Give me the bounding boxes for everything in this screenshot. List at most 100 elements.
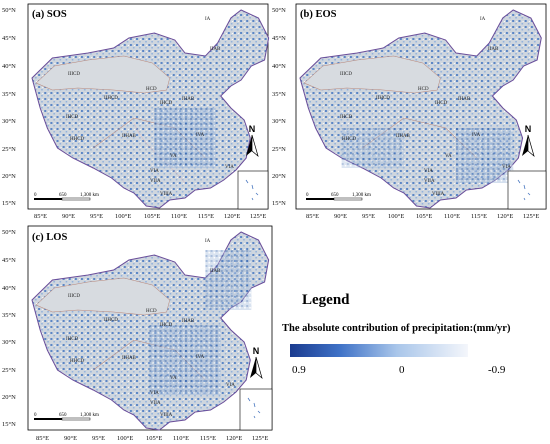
svg-text:110°E: 110°E	[173, 435, 189, 442]
svg-text:IHCD: IHCD	[66, 337, 79, 342]
svg-text:90°E: 90°E	[64, 435, 77, 442]
panel-c-regions: IA IIAB IIICD HCD IIHCD IHCD IHAB IHCD H…	[66, 239, 235, 418]
panel-b-lon-labels: 85°E 90°E 95°E 100°E 105°E 110°E 115°E 1…	[306, 213, 539, 220]
svg-text:1,300 km: 1,300 km	[352, 193, 371, 198]
svg-text:IIAB: IIAB	[210, 269, 221, 274]
svg-text:95°E: 95°E	[362, 213, 375, 220]
svg-text:IHAB: IHAB	[182, 97, 195, 102]
panel-b-regions: IA IIAB IIICD HCD IIHCD IHCD IHAB IHCD H…	[340, 17, 511, 197]
svg-text:IVA: IVA	[196, 133, 205, 138]
svg-text:35°N: 35°N	[272, 91, 286, 98]
svg-text:VIA: VIA	[424, 169, 433, 174]
svg-text:15°N: 15°N	[272, 200, 286, 207]
legend-min-label: -0.9	[488, 364, 506, 376]
panel-c-scalebar: 0 650 1,300 km	[34, 413, 99, 421]
panel-c-lon-labels: 85°E 90°E 95°E 100°E 105°E 110°E 115°E 1…	[36, 435, 268, 442]
svg-text:VA: VA	[445, 154, 452, 159]
svg-text:IHAB: IHAB	[458, 97, 471, 102]
svg-text:1,300 km: 1,300 km	[80, 193, 99, 198]
svg-text:IIICD: IIICD	[68, 72, 80, 77]
svg-text:95°E: 95°E	[90, 213, 103, 220]
svg-text:IIHCD: IIHCD	[376, 96, 390, 101]
svg-text:IHCD: IHCD	[435, 101, 448, 106]
svg-text:1,300 km: 1,300 km	[80, 413, 99, 418]
svg-text:100°E: 100°E	[388, 213, 404, 220]
svg-text:N: N	[249, 124, 256, 134]
svg-text:IIHAB: IIHAB	[122, 356, 137, 361]
svg-text:120°E: 120°E	[224, 213, 240, 220]
svg-text:VA: VA	[170, 154, 177, 159]
svg-text:90°E: 90°E	[62, 213, 75, 220]
panel-a-regions: IA IIAB IIICD HCD IIHCD IHCD IHAB IHCD H…	[66, 17, 234, 197]
svg-text:105°E: 105°E	[144, 213, 160, 220]
panel-b-lat-labels: 50°N 45°N 40°N 35°N 30°N 25°N 20°N 15°N	[272, 7, 286, 207]
svg-text:IHAB: IHAB	[182, 319, 195, 324]
svg-text:50°N: 50°N	[2, 229, 16, 236]
svg-text:IHCD: IHCD	[340, 115, 353, 120]
svg-text:VIA: VIA	[150, 169, 159, 174]
svg-text:115°E: 115°E	[198, 213, 214, 220]
panel-a-lat-labels: 50°N 45°N 40°N 35°N 30°N 25°N 20°N 15°N	[2, 7, 16, 207]
svg-text:25°N: 25°N	[2, 367, 16, 374]
legend-mid-label: 0	[399, 364, 405, 376]
svg-text:90°E: 90°E	[334, 213, 347, 220]
svg-text:95°E: 95°E	[92, 435, 105, 442]
legend-title: Legend	[302, 292, 350, 308]
svg-text:HHCD: HHCD	[70, 137, 85, 142]
svg-text:25°N: 25°N	[2, 146, 16, 153]
svg-text:0: 0	[34, 413, 37, 418]
svg-text:40°N: 40°N	[2, 285, 16, 292]
panel-a-scalebar: 0 650 1,300 km	[34, 193, 99, 201]
svg-text:30°N: 30°N	[2, 118, 16, 125]
svg-text:VIA: VIA	[502, 165, 511, 170]
svg-text:85°E: 85°E	[306, 213, 319, 220]
svg-text:0: 0	[34, 193, 37, 198]
svg-text:VIIIA: VIIIA	[160, 192, 173, 197]
svg-text:IA: IA	[480, 17, 486, 22]
svg-text:20°N: 20°N	[2, 394, 16, 401]
svg-text:IIHAB: IIHAB	[396, 134, 411, 139]
svg-text:IIAB: IIAB	[488, 47, 499, 52]
svg-text:30°N: 30°N	[272, 118, 286, 125]
legend-color-ramp	[290, 344, 468, 357]
svg-text:50°N: 50°N	[2, 7, 16, 14]
svg-text:100°E: 100°E	[115, 213, 131, 220]
svg-text:VIIA: VIIA	[150, 401, 161, 406]
svg-text:IIAB: IIAB	[210, 47, 221, 52]
panel-a-title: (a) SOS	[32, 9, 67, 20]
svg-text:IIICD: IIICD	[340, 72, 352, 77]
svg-text:IVA: IVA	[472, 133, 481, 138]
svg-text:VIIA: VIIA	[424, 179, 435, 184]
svg-text:110°E: 110°E	[171, 213, 187, 220]
panel-c-north-arrow: N	[250, 346, 263, 379]
svg-text:120°E: 120°E	[226, 435, 242, 442]
svg-text:VIIIA: VIIIA	[432, 192, 445, 197]
svg-text:25°N: 25°N	[272, 146, 286, 153]
svg-text:IVA: IVA	[196, 355, 205, 360]
svg-text:125°E: 125°E	[250, 213, 266, 220]
svg-text:20°N: 20°N	[272, 173, 286, 180]
svg-text:HHCD: HHCD	[342, 137, 357, 142]
legend-subtitle: The absolute contribution of precipitati…	[282, 323, 511, 334]
svg-text:105°E: 105°E	[146, 435, 162, 442]
svg-text:115°E: 115°E	[200, 435, 216, 442]
panel-b-north-arrow: N	[522, 124, 535, 157]
svg-text:IA: IA	[205, 17, 211, 22]
panel-a-lon-labels: 85°E 90°E 95°E 100°E 105°E 110°E 115°E 1…	[34, 213, 266, 220]
svg-text:45°N: 45°N	[2, 257, 16, 264]
svg-text:50°N: 50°N	[272, 7, 286, 14]
svg-text:IIHAB: IIHAB	[122, 134, 137, 139]
svg-text:IHCD: IHCD	[160, 323, 173, 328]
svg-text:20°N: 20°N	[2, 173, 16, 180]
svg-text:IHCD: IHCD	[66, 115, 79, 120]
panel-c: (c) LOS N 0 650 1,300 km IA IIAB IIICD H…	[2, 225, 273, 442]
panel-a-north-arrow: N	[246, 124, 259, 157]
svg-text:45°N: 45°N	[272, 35, 286, 42]
svg-text:15°N: 15°N	[2, 421, 16, 428]
svg-text:110°E: 110°E	[444, 213, 460, 220]
svg-text:IHCD: IHCD	[160, 101, 173, 106]
svg-text:HHCD: HHCD	[70, 359, 85, 364]
panel-c-title: (c) LOS	[32, 232, 67, 243]
